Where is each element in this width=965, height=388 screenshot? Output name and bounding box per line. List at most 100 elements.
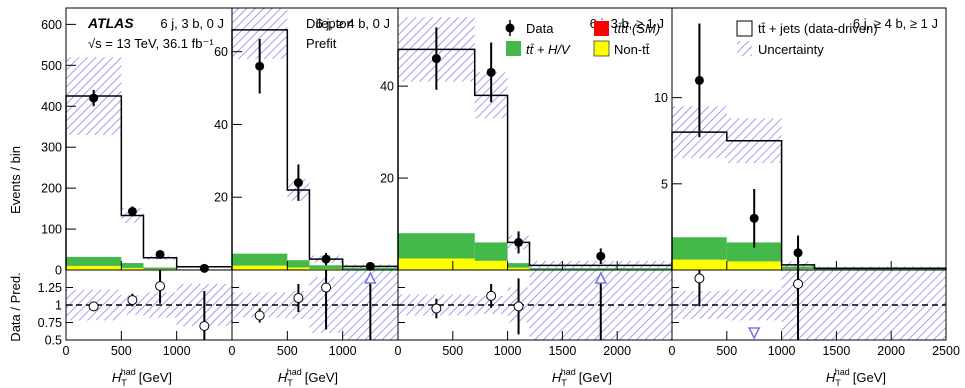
uncertainty-swatch-icon bbox=[737, 41, 752, 56]
nontt-bar bbox=[726, 261, 782, 270]
x-axis-title: HThad [GeV] bbox=[112, 367, 172, 388]
ratio-up-arrow-icon bbox=[594, 271, 608, 284]
data-point bbox=[293, 178, 303, 188]
tthv-bar bbox=[143, 267, 177, 270]
legend-tthv-label: tt̄ + H/V bbox=[526, 42, 571, 57]
ratio-up-arrow-icon bbox=[364, 271, 377, 284]
y-tick-label: 60 bbox=[214, 45, 228, 59]
nontt-bar bbox=[398, 258, 475, 270]
legend-item-tttt: tt̄tt̄ (SM) bbox=[594, 21, 660, 36]
x-tick-label: 2000 bbox=[877, 344, 905, 358]
tthv-bar bbox=[398, 233, 475, 259]
legend-nontt-label: Non-tt̄ bbox=[614, 42, 650, 57]
x-tick-label: 500 bbox=[716, 344, 737, 358]
x-tick-label: 0 bbox=[395, 344, 402, 358]
tthv-bar bbox=[474, 242, 508, 261]
y-axis-title-ratio: Data / Pred. bbox=[8, 272, 23, 341]
ratio-point bbox=[694, 273, 705, 284]
x-tick-label: 0 bbox=[63, 344, 70, 358]
ratio-point bbox=[88, 301, 99, 312]
ratio-point bbox=[293, 293, 304, 303]
experiment-label: ATLAS bbox=[87, 15, 134, 31]
ratio-y-tick-label: 1 bbox=[55, 299, 62, 313]
x-tick-label: 2000 bbox=[603, 344, 631, 358]
x-tick-label: 1000 bbox=[163, 344, 191, 358]
fit-state-label: Prefit bbox=[306, 36, 337, 51]
panel-4: 6 j, ≥ 4 b, ≥ 1 J 5 10 0 500 1000 1500 2000 2500… bbox=[654, 7, 960, 388]
nontt-bar bbox=[672, 259, 727, 270]
x-tick-label: 1000 bbox=[329, 344, 357, 358]
x-axis-title: HThad [GeV] bbox=[826, 367, 886, 388]
legend-ttjets-label: tt̄ + jets (data-driven) bbox=[758, 21, 878, 36]
y-tick-label: 10 bbox=[654, 91, 668, 105]
ttjets-swatch-icon bbox=[736, 20, 753, 37]
tthv-bar bbox=[66, 256, 122, 266]
data-point bbox=[127, 206, 137, 216]
x-axis-title: HThad [GeV] bbox=[278, 367, 338, 388]
data-point bbox=[199, 263, 209, 273]
ratio-y-tick-label: 0.5 bbox=[45, 334, 62, 348]
y-tick-label: 20 bbox=[214, 191, 228, 205]
ratio-point bbox=[199, 321, 210, 331]
ratio-point bbox=[431, 303, 442, 314]
data-marker-icon bbox=[505, 23, 515, 33]
ratio-point bbox=[486, 290, 497, 301]
nontt-bar bbox=[309, 268, 343, 270]
ratio-point bbox=[793, 279, 804, 289]
data-point bbox=[514, 237, 524, 247]
ratio-point bbox=[155, 281, 166, 292]
panel-label: 6 j, ≥ 4 b, 0 J bbox=[316, 16, 390, 31]
data-point bbox=[694, 75, 704, 85]
nontt-swatch-icon bbox=[593, 40, 610, 57]
y-tick-label: 300 bbox=[41, 141, 62, 155]
panel-1: 6 j, 3 b, 0 J01002003004005006000.50.751… bbox=[38, 7, 233, 388]
data-point bbox=[365, 261, 375, 271]
x-tick-label: 500 bbox=[277, 344, 298, 358]
y-tick-label: 20 bbox=[380, 172, 394, 186]
legend-item-nontt: Non-tt̄ bbox=[593, 40, 650, 57]
y-tick-label: 40 bbox=[380, 80, 394, 94]
legend-tttt-label: tt̄tt̄ (SM) bbox=[614, 21, 660, 36]
legend-data-label: Data bbox=[526, 21, 554, 36]
ratio-point bbox=[321, 282, 332, 293]
tthv-bar bbox=[232, 253, 288, 266]
y-tick-label: 40 bbox=[214, 118, 228, 132]
tthv-bar bbox=[507, 263, 530, 268]
nontt-bar bbox=[232, 265, 288, 270]
y-tick-label: 0 bbox=[55, 264, 62, 278]
x-tick-label: 1000 bbox=[494, 344, 522, 358]
x-axis-title: HThad [GeV] bbox=[552, 367, 612, 388]
ratio-point bbox=[513, 301, 524, 312]
x-tick-label: 1000 bbox=[768, 344, 796, 358]
nontt-bar bbox=[474, 260, 508, 270]
ratio-point bbox=[254, 310, 265, 321]
channel-label: Dilepton bbox=[306, 16, 354, 31]
tthv-bar bbox=[121, 263, 144, 268]
nontt-bar bbox=[121, 267, 144, 270]
ratio-y-tick-label: 1.25 bbox=[38, 281, 62, 295]
x-tick-label: 500 bbox=[442, 344, 463, 358]
data-point bbox=[793, 248, 803, 258]
x-tick-label: 500 bbox=[111, 344, 132, 358]
nontt-bar bbox=[507, 267, 530, 270]
nontt-bar bbox=[287, 267, 310, 270]
tthv-bar bbox=[309, 265, 343, 269]
y-tick-label: 100 bbox=[41, 223, 62, 237]
energy-lumi-label: √s = 13 TeV, 36.1 fb⁻¹ bbox=[88, 36, 214, 51]
data-point bbox=[486, 67, 496, 77]
ratio-point bbox=[127, 295, 138, 306]
legend-item-data: Data bbox=[505, 20, 554, 36]
data-point bbox=[596, 251, 606, 261]
y-tick-label: 200 bbox=[41, 182, 62, 196]
tthv-bar bbox=[726, 242, 782, 262]
y-tick-label: 400 bbox=[41, 100, 62, 114]
nontt-bar bbox=[66, 265, 122, 270]
chart-panels: 6 j, 3 b, 0 J01002003004005006000.50.751… bbox=[38, 7, 960, 388]
panel-label: 6 j, ≥ 4 b, ≥ 1 J bbox=[853, 16, 938, 31]
ratio-y-tick-label: 0.75 bbox=[38, 316, 62, 330]
legend-item-uncertainty: Uncertainty bbox=[737, 41, 824, 57]
y-tick-label: 600 bbox=[41, 18, 62, 32]
legend: Data tt̄tt̄ (SM) tt̄ + jets (data-driven… bbox=[505, 20, 878, 57]
